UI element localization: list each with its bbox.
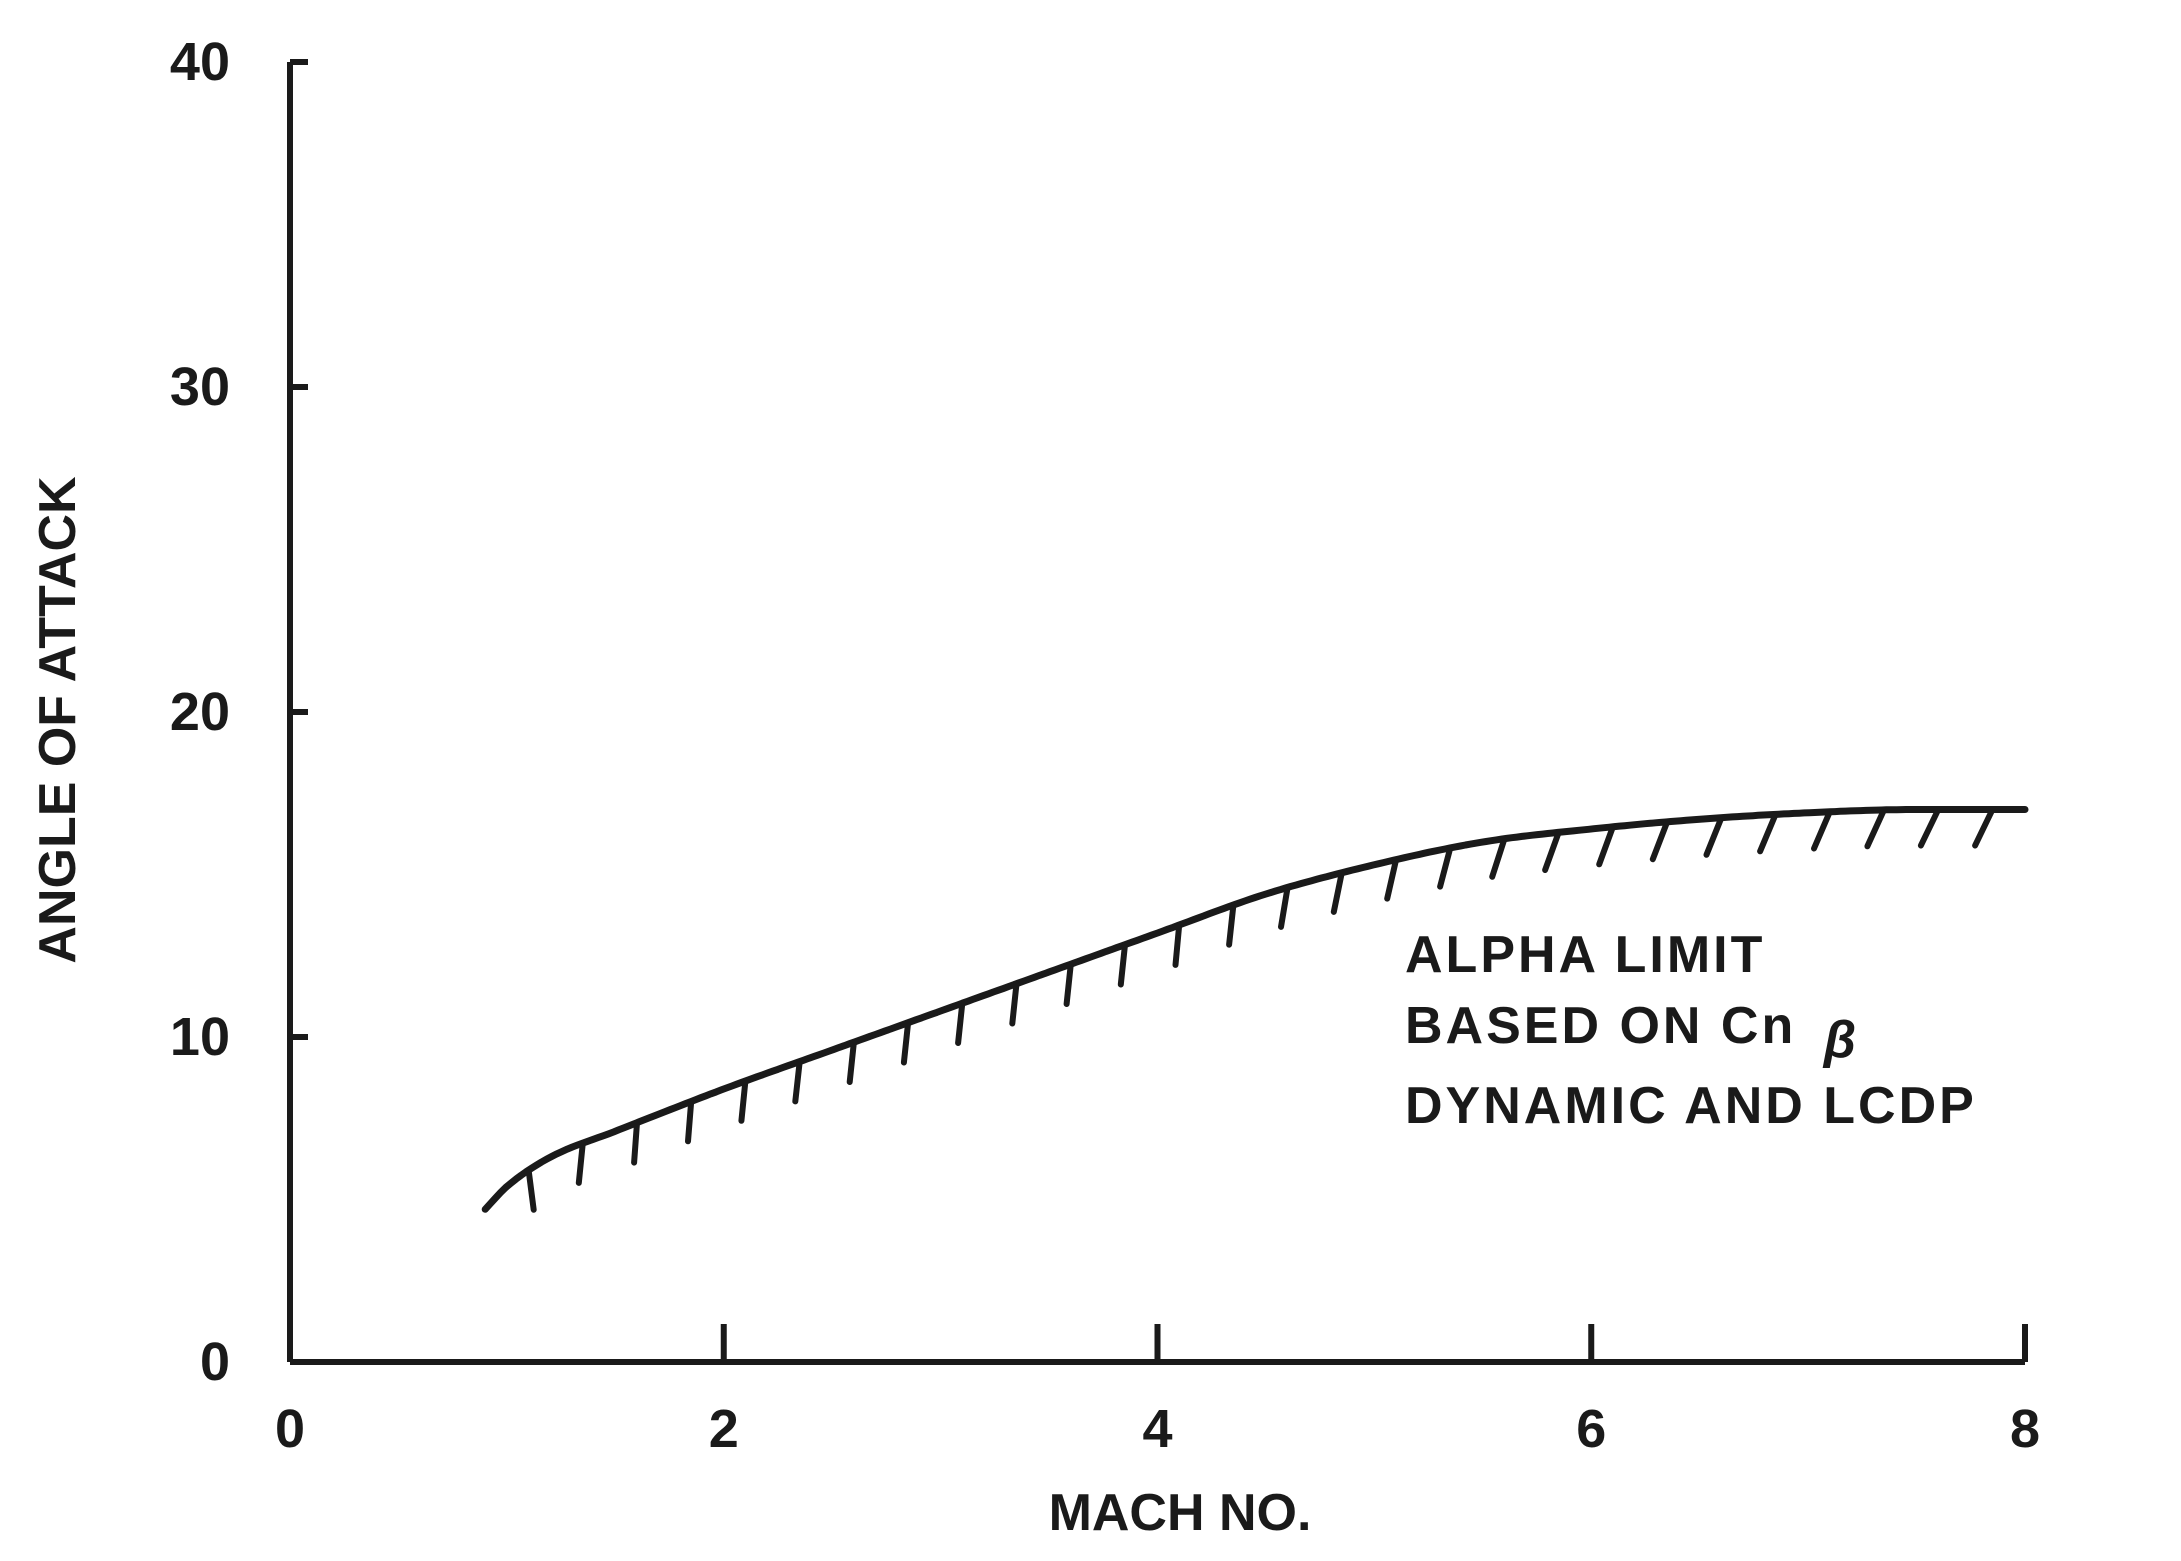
hatch-mark xyxy=(1384,856,1400,902)
hatch-mark xyxy=(1009,980,1020,1027)
x-tick-label: 6 xyxy=(1576,1399,1606,1459)
hatch-mark xyxy=(1226,902,1237,948)
annotation-line-2: BASED ON Cn β xyxy=(1405,997,1859,1069)
annotation-line-1: ALPHA LIMIT xyxy=(1405,926,1765,984)
y-tick-label: 40 xyxy=(170,32,230,92)
x-axis-title: MACH NO. xyxy=(1049,1484,1312,1542)
y-tick-label: 0 xyxy=(200,1332,230,1392)
hatch-mark xyxy=(1172,922,1183,968)
hatch-mark xyxy=(1917,806,1942,849)
hatch-mark xyxy=(1972,806,1996,849)
hatch-mark xyxy=(955,1000,966,1046)
hatch-mark xyxy=(1117,941,1128,988)
hatch-mark xyxy=(1596,823,1616,868)
x-tick-label: 0 xyxy=(275,1399,305,1459)
series-group xyxy=(481,806,2029,1213)
hatch-mark xyxy=(1542,829,1562,873)
x-tick-label: 4 xyxy=(1142,1399,1172,1459)
annotation-subscript: β xyxy=(1822,1011,1859,1069)
hatch-mark xyxy=(631,1119,640,1166)
hatch-mark xyxy=(738,1078,749,1124)
hatch-mark xyxy=(1649,818,1671,863)
hatch-mark xyxy=(1437,844,1454,890)
y-tick-label: 30 xyxy=(170,357,230,417)
x-ticks: 0 2 4 6 8 xyxy=(275,1324,2040,1459)
y-tick-label: 20 xyxy=(170,682,230,742)
hatch-mark xyxy=(1330,869,1345,915)
annotation: ALPHA LIMIT BASED ON Cn β DYNAMIC AND LC… xyxy=(1405,926,1977,1135)
hatch-mark xyxy=(1811,808,1833,852)
hatch-mark xyxy=(1489,835,1508,880)
hatch-mark xyxy=(1278,884,1291,930)
hatch-mark xyxy=(1864,806,1887,850)
hatch-mark xyxy=(525,1167,537,1213)
y-ticks: 0 10 20 30 40 xyxy=(170,32,308,1392)
alpha-limit-curve xyxy=(481,806,2029,1213)
hatch-mark xyxy=(1757,811,1779,855)
hatch-mark xyxy=(685,1098,695,1145)
hatch-mark xyxy=(792,1058,803,1105)
hatch-mark xyxy=(846,1039,857,1085)
hatch-mark xyxy=(1063,961,1074,1007)
axes xyxy=(287,62,2025,1365)
x-tick-label: 8 xyxy=(2010,1399,2040,1459)
hatch-mark xyxy=(575,1140,586,1186)
hatch-mark xyxy=(1703,814,1725,858)
y-axis-title: ANGLE OF ATTACK xyxy=(29,476,87,964)
annotation-line-2-text: BASED ON Cn xyxy=(1405,997,1796,1055)
x-tick-label: 2 xyxy=(709,1399,739,1459)
y-tick-label: 10 xyxy=(170,1007,230,1067)
hatch-mark xyxy=(900,1019,912,1066)
annotation-line-3: DYNAMIC AND LCDP xyxy=(1405,1077,1977,1135)
